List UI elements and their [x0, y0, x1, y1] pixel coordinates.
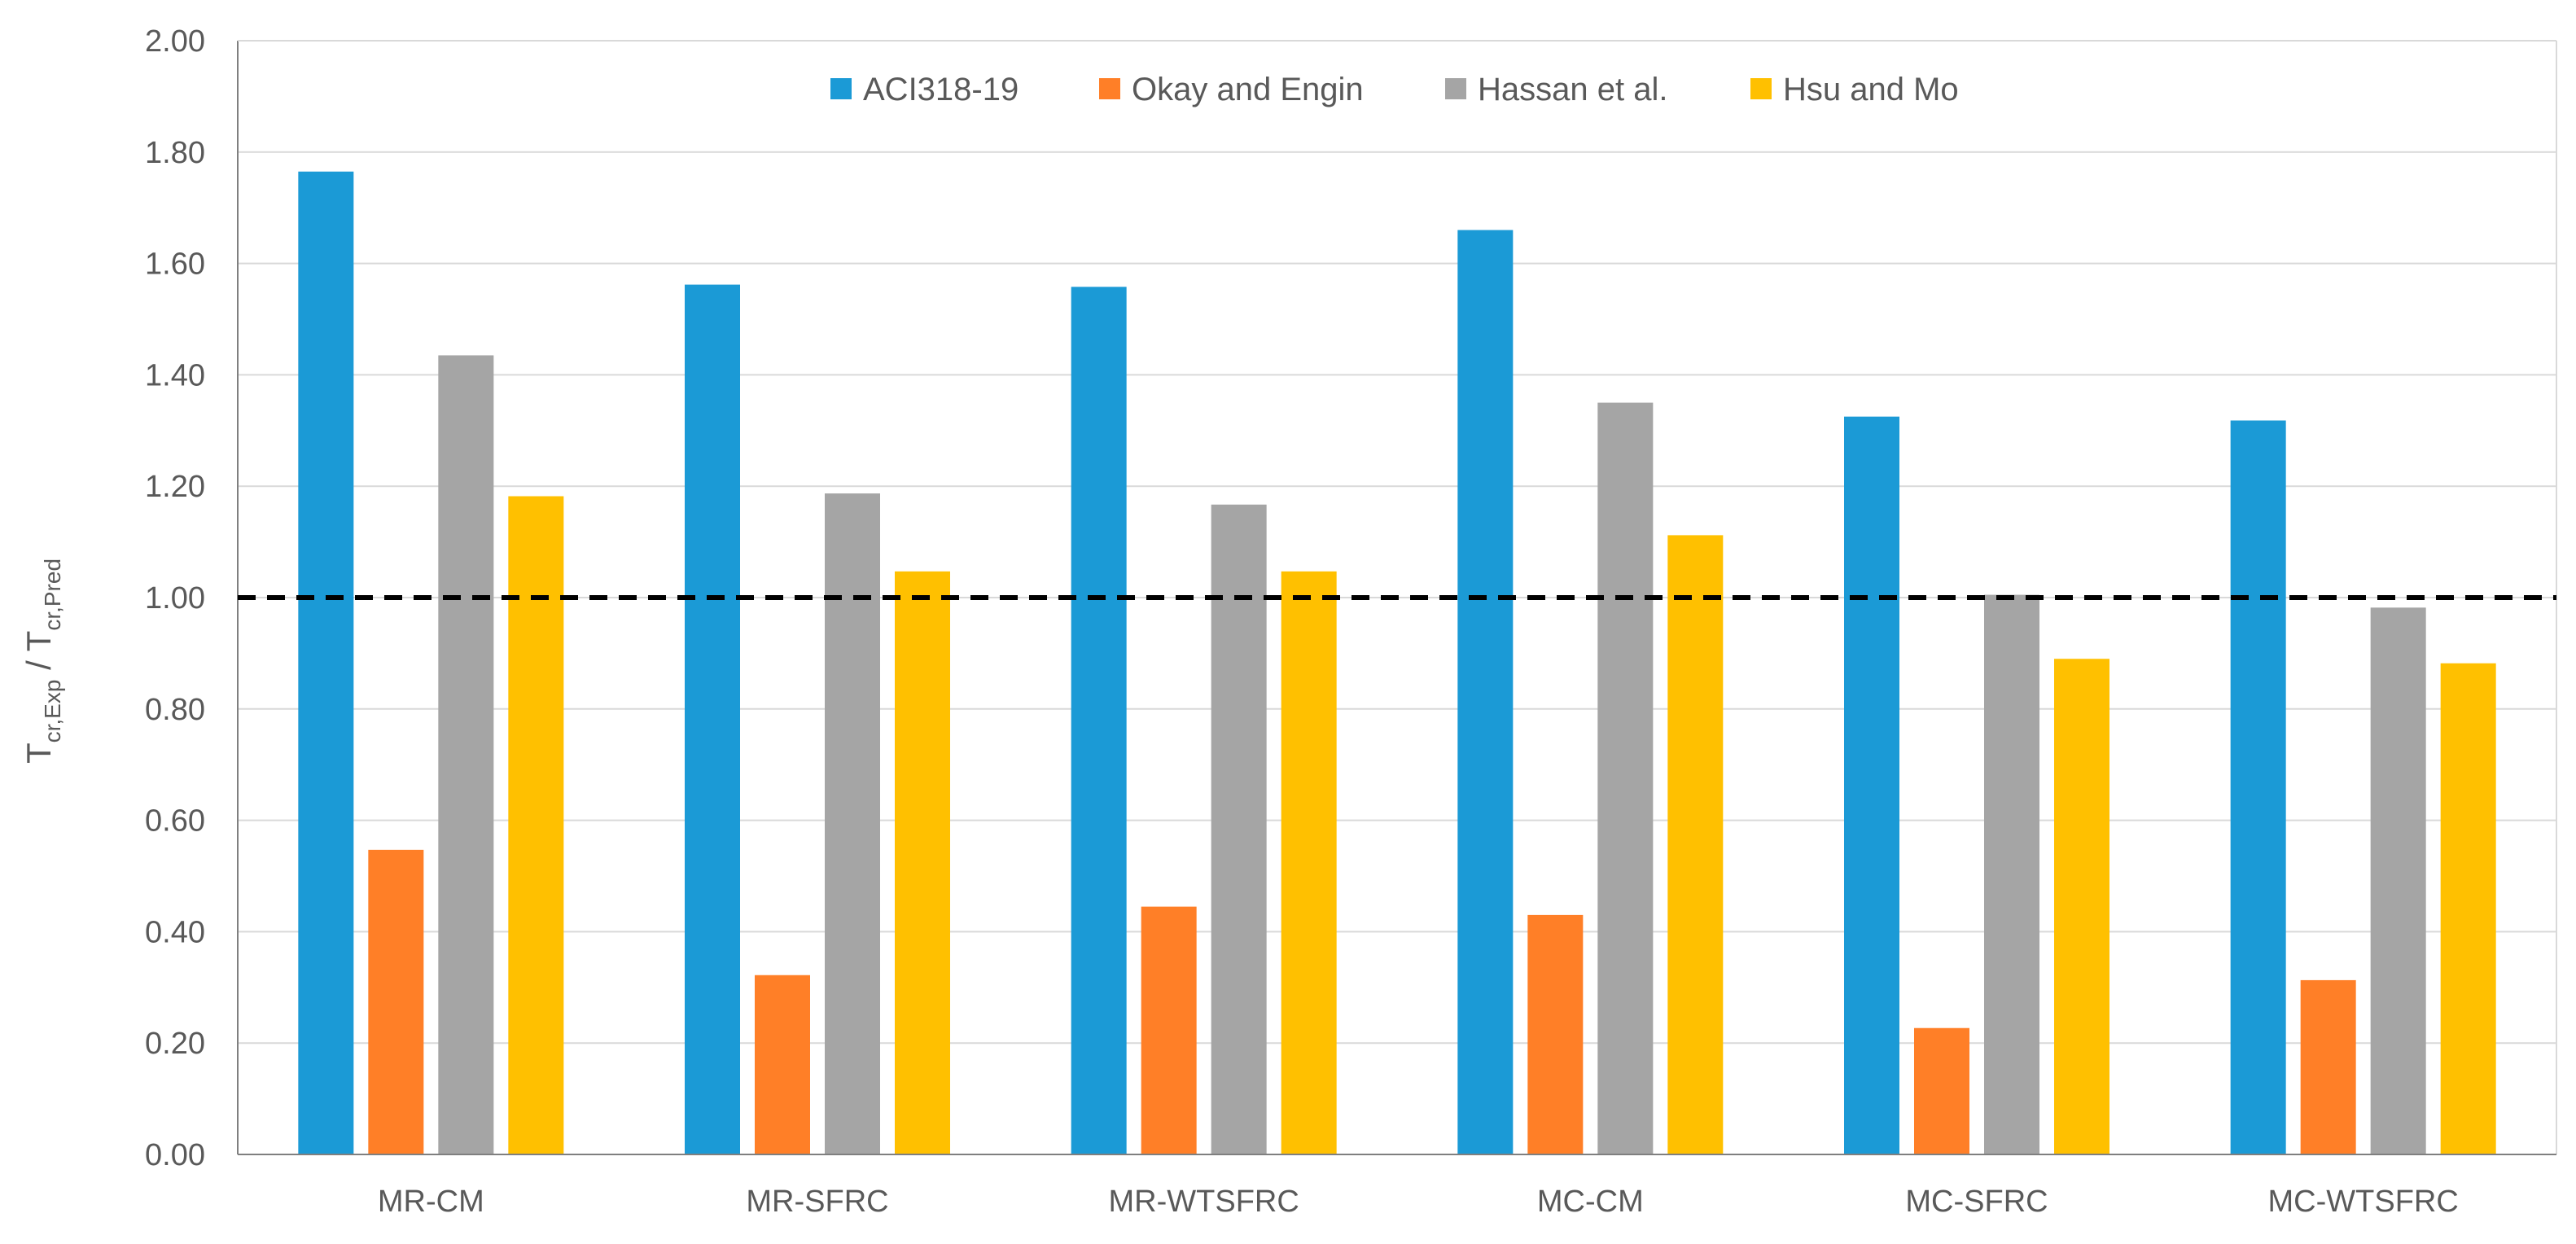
- x-category-label: MR-CM: [378, 1185, 484, 1219]
- y-tick-label: 2.00: [145, 24, 205, 59]
- bar: [825, 493, 880, 1154]
- y-tick-label: 0.80: [145, 693, 205, 727]
- y-tick-label: 1.00: [145, 581, 205, 615]
- y-tick-label: 0.00: [145, 1138, 205, 1172]
- x-category-label: MC-WTSFRC: [2268, 1185, 2459, 1219]
- y-axis-title-sep: / T: [20, 631, 58, 680]
- y-axis-title-sub1: cr,Exp: [40, 680, 65, 743]
- bar: [508, 496, 564, 1154]
- bar: [2230, 420, 2286, 1154]
- legend-swatch: [1445, 78, 1466, 99]
- bar: [895, 571, 950, 1154]
- bar: [685, 284, 740, 1154]
- x-category-label: MC-CM: [1537, 1185, 1644, 1219]
- legend-label: ACI318-19: [863, 72, 1019, 107]
- bar: [2054, 659, 2109, 1154]
- bar: [438, 355, 494, 1155]
- legend-label: Hsu and Mo: [1783, 72, 1959, 107]
- bar: [755, 975, 810, 1154]
- bar: [2300, 979, 2356, 1154]
- y-tick-labels: 0.00 0.20 0.40 0.60 0.80 1.00 1.20 1.40 1.60 1.80…: [145, 24, 205, 1172]
- legend-swatch: [1750, 78, 1772, 99]
- y-tick-label: 0.20: [145, 1027, 205, 1061]
- bar: [1527, 914, 1584, 1154]
- legend-label: Hassan et al.: [1478, 72, 1667, 107]
- y-tick-label: 1.80: [145, 136, 205, 170]
- legend-swatch: [830, 78, 852, 99]
- y-tick-label: 0.40: [145, 915, 205, 949]
- bar: [1141, 906, 1197, 1154]
- bar: [298, 171, 354, 1155]
- bars: [298, 171, 2496, 1155]
- y-tick-label: 1.60: [145, 247, 205, 282]
- y-axis-title: Tcr,Exp / Tcr,Pred: [20, 558, 65, 764]
- y-tick-label: 1.20: [145, 470, 205, 504]
- bar: [2440, 663, 2496, 1154]
- bar: [2370, 607, 2426, 1154]
- bar: [1211, 504, 1267, 1154]
- bar: [1281, 571, 1337, 1154]
- bar: [1071, 287, 1127, 1154]
- legend-swatch: [1099, 78, 1120, 99]
- y-axis-title-sub2: cr,Pred: [40, 558, 65, 631]
- gridlines: [238, 40, 2556, 1045]
- legend: ACI318-19 Okay and Engin Hassan et al. Hsu …: [830, 72, 1959, 107]
- bar: [1667, 535, 1724, 1154]
- bar: [1844, 416, 1899, 1154]
- y-axis-title-main: T: [20, 742, 58, 764]
- bar: [1914, 1027, 1969, 1154]
- x-category-labels: MR-CM MR-SFRC MR-WTSFRC MC-CM MC-SFRC MC-WTSF…: [378, 1185, 2459, 1219]
- bar: [1984, 594, 2039, 1154]
- bar: [368, 849, 424, 1154]
- x-category-label: MC-SFRC: [1905, 1185, 2048, 1219]
- x-category-label: MR-WTSFRC: [1109, 1185, 1299, 1219]
- bar: [1457, 230, 1514, 1154]
- bar: [1597, 402, 1654, 1155]
- x-category-label: MR-SFRC: [746, 1185, 888, 1219]
- legend-label: Okay and Engin: [1132, 72, 1364, 107]
- y-tick-label: 1.40: [145, 358, 205, 392]
- y-tick-label: 0.60: [145, 804, 205, 839]
